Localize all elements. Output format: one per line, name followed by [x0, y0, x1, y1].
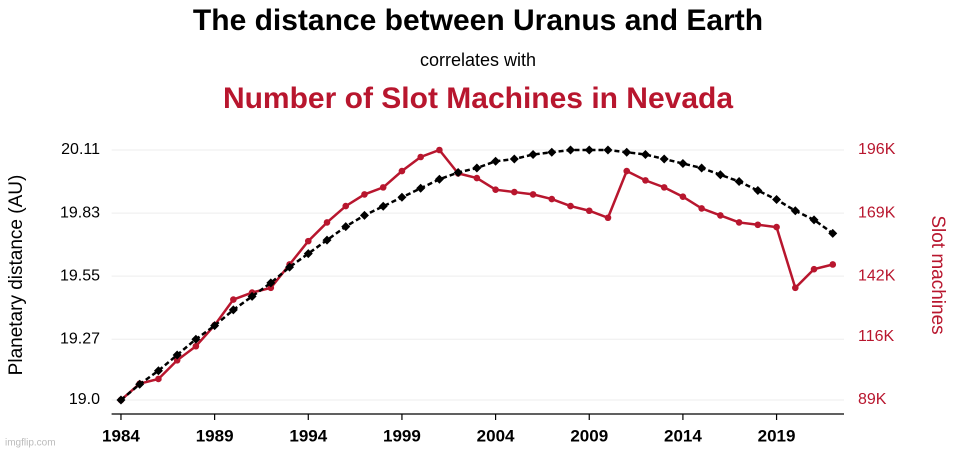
marker: [829, 261, 837, 268]
marker: [640, 150, 650, 160]
marker: [584, 145, 594, 155]
marker: [359, 210, 369, 220]
marker: [378, 201, 388, 211]
marker: [697, 163, 707, 173]
marker: [323, 219, 331, 226]
marker: [585, 207, 593, 215]
x-tick-label: 1999: [383, 426, 421, 445]
marker: [828, 228, 838, 238]
y2-tick-label: 142K: [858, 267, 896, 284]
x-tick-label: 2004: [477, 426, 515, 445]
marker: [491, 156, 501, 166]
marker: [790, 206, 800, 216]
marker: [754, 221, 762, 229]
marker: [398, 167, 406, 175]
y-tick-label: 19.55: [60, 267, 100, 284]
marker: [753, 186, 763, 196]
marker: [172, 350, 182, 360]
marker: [509, 154, 519, 164]
marker: [679, 193, 687, 201]
y2-tick-label: 89K: [858, 391, 887, 408]
marker: [717, 212, 724, 219]
chart-title: The distance between Uranus and Earth: [193, 4, 763, 37]
marker: [547, 147, 557, 157]
marker: [267, 284, 275, 292]
marker: [247, 291, 257, 301]
marker: [492, 186, 499, 194]
marker: [173, 356, 181, 364]
marker: [734, 177, 744, 187]
watermark: imgflip.com: [5, 438, 56, 449]
marker: [772, 195, 782, 205]
marker: [341, 222, 351, 232]
marker: [735, 219, 743, 226]
marker: [153, 366, 163, 376]
chart-title-2: Number of Slot Machines in Nevada: [223, 82, 733, 115]
marker: [228, 305, 238, 315]
marker: [809, 215, 819, 225]
marker: [567, 202, 574, 210]
y2-tick-label: 196K: [858, 141, 896, 158]
marker: [266, 278, 276, 288]
marker: [304, 237, 312, 245]
marker: [379, 184, 387, 191]
marker: [472, 163, 482, 173]
marker: [528, 150, 538, 160]
marker: [622, 147, 632, 157]
marker: [230, 296, 237, 303]
x-tick-label: 1994: [289, 426, 327, 445]
marker: [116, 395, 126, 405]
marker: [285, 262, 295, 272]
marker: [191, 334, 201, 344]
marker: [397, 192, 407, 202]
y-tick-label: 19.83: [60, 204, 100, 221]
marker: [623, 167, 631, 175]
marker: [135, 379, 145, 389]
marker: [791, 284, 799, 292]
marker: [678, 159, 688, 169]
y-tick-label: 19.27: [60, 330, 100, 347]
marker: [473, 174, 481, 182]
marker: [361, 191, 368, 198]
marker: [566, 145, 576, 155]
y-tick-label: 19.0: [69, 391, 100, 408]
marker: [603, 145, 613, 155]
marker: [417, 153, 424, 161]
marker: [192, 342, 200, 350]
marker: [659, 154, 669, 164]
x-tick-label: 1989: [196, 426, 234, 445]
marker: [548, 195, 556, 203]
x-tick-label: 2009: [570, 426, 608, 445]
marker: [436, 146, 443, 154]
x-tick-label: 1984: [102, 426, 140, 445]
marker: [604, 214, 612, 222]
marker: [773, 223, 780, 231]
y-tick-label: 20.11: [61, 141, 100, 158]
marker: [155, 375, 162, 383]
marker: [303, 249, 313, 259]
y2-tick-label: 169K: [858, 204, 896, 221]
marker: [715, 170, 725, 180]
y2-axis-label: Slot machines: [927, 215, 948, 334]
x-tick-label: 2019: [758, 426, 796, 445]
y-axis-label: Planetary distance (AU): [6, 175, 27, 376]
x-tick-label: 2014: [664, 426, 702, 445]
marker: [511, 188, 518, 196]
marker: [660, 184, 668, 191]
y2-tick-label: 116K: [858, 328, 895, 345]
marker: [453, 168, 463, 178]
marker: [642, 177, 649, 184]
marker: [342, 202, 350, 210]
chart-subtitle: correlates with: [420, 50, 536, 70]
marker: [810, 265, 818, 273]
marker: [416, 183, 426, 193]
marker: [529, 191, 537, 198]
marker: [322, 235, 332, 245]
marker: [434, 174, 444, 184]
marker: [210, 321, 220, 331]
marker: [698, 205, 705, 212]
